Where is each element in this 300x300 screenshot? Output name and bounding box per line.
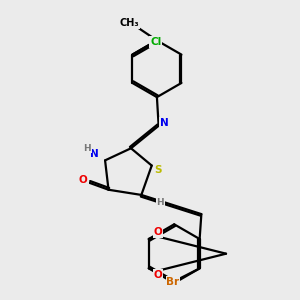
Text: N: N (160, 118, 169, 128)
Text: H: H (157, 198, 164, 207)
Text: S: S (154, 165, 162, 175)
Text: O: O (153, 270, 162, 280)
Text: O: O (153, 227, 162, 237)
Text: Cl: Cl (150, 37, 161, 47)
Text: N: N (90, 149, 98, 159)
Text: CH₃: CH₃ (119, 18, 139, 28)
Text: O: O (79, 175, 88, 185)
Text: H: H (83, 144, 91, 153)
Text: Br: Br (167, 277, 180, 286)
